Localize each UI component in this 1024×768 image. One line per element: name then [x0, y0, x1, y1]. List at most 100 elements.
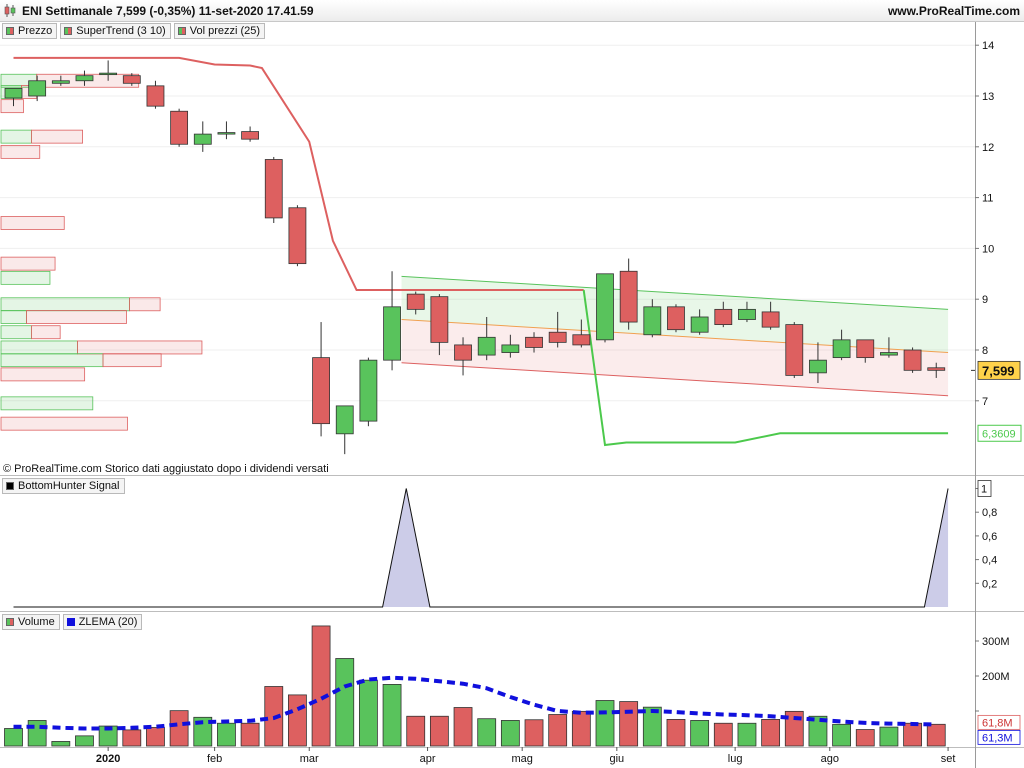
supertrend-bear-line: [13, 56, 584, 292]
volume-swatch-icon: [6, 618, 14, 626]
candle-down: [667, 306, 685, 331]
volume-bar-down: [311, 625, 331, 747]
candle-up: [880, 352, 898, 356]
vbp-bar-down: [0, 256, 56, 271]
candle-swatch-icon: [6, 27, 14, 35]
legend-vol-prezzi[interactable]: Vol prezzi (25): [173, 23, 266, 39]
supertrend-bull-line: [582, 289, 949, 447]
vbp-bar-down: [0, 99, 24, 114]
candle-up: [809, 359, 827, 374]
site-url[interactable]: www.ProRealTime.com: [887, 4, 1020, 18]
volume-value-badge: [977, 714, 1021, 730]
last-price-label: 7,599: [982, 363, 1015, 378]
volume-bar-down: [666, 719, 686, 747]
candle-down: [146, 85, 165, 107]
supertrend-badge: [977, 424, 1022, 442]
vbp-bar-down: [102, 353, 162, 368]
legend-supertrend[interactable]: SuperTrend (3 10): [60, 23, 171, 39]
volume-bar-down: [406, 715, 426, 747]
volume-value-label: 61,8M: [982, 717, 1013, 729]
zlema-value-badge: [977, 729, 1021, 745]
time-tick-label: ago: [821, 753, 839, 765]
chart-title: ENI Settimanale 7,599 (-0,35%) 11-set-20…: [22, 4, 314, 18]
volume-bar-up: [27, 720, 47, 747]
candle-up: [596, 273, 614, 341]
title-bar: ENI Settimanale 7,599 (-0,35%) 11-set-20…: [0, 0, 1024, 22]
vbp-bar-down: [0, 144, 41, 159]
candle-down: [761, 311, 780, 328]
price-tick-label: 8: [982, 345, 988, 357]
signal-value-badge: [977, 480, 992, 497]
candle-up: [738, 308, 756, 320]
volume-bar-up: [642, 706, 662, 747]
legend-prezzo-label: Prezzo: [18, 25, 53, 37]
candle-down: [430, 296, 449, 343]
volume-bar-up: [98, 725, 118, 747]
time-tick-label: lug: [728, 753, 743, 765]
volume-bar-down: [169, 710, 189, 747]
vbp-bar-up: [0, 129, 33, 144]
legend-zlema[interactable]: ZLEMA (20): [62, 614, 143, 630]
time-tick-label: 2020: [96, 753, 120, 765]
volume-bar-up: [358, 679, 378, 747]
volume-bar-down: [288, 694, 307, 747]
signal-legend: BottomHunter Signal: [2, 478, 125, 494]
candle-down: [856, 339, 875, 359]
time-tick-label: giu: [609, 753, 624, 765]
last-price-badge: [977, 360, 1021, 380]
channel-lower-line: [401, 362, 949, 397]
volume-bar-up: [737, 722, 757, 747]
vbp-bar-down: [31, 325, 61, 340]
signal-tick-label: 0,2: [982, 578, 997, 590]
volume-bar-up: [832, 723, 851, 747]
time-tick-label: mag: [511, 753, 532, 765]
supertrend-value-label: 6,3609: [982, 428, 1016, 440]
volume-tick-label: 200M: [982, 671, 1010, 683]
volume-bar-up: [477, 718, 497, 747]
candle-down: [454, 344, 472, 361]
candle-down: [927, 367, 946, 371]
candle-up: [501, 344, 520, 353]
candle-up: [28, 80, 47, 97]
candle-down: [785, 324, 804, 376]
volume-bar-up: [595, 700, 615, 747]
volume-bar-up: [75, 735, 94, 747]
candle-down: [288, 207, 307, 265]
volume-bar-down: [926, 723, 946, 747]
candle-up: [99, 72, 118, 76]
signal-spike-fill: [382, 488, 430, 607]
volume-bar-up: [335, 658, 355, 747]
candle-up: [832, 339, 851, 359]
zlema-swatch-icon: [66, 618, 75, 626]
legend-supertrend-label: SuperTrend (3 10): [76, 25, 166, 37]
time-tick-label: mar: [300, 753, 319, 765]
supertrend-swatch-icon: [64, 27, 73, 35]
volume-bar-down: [761, 719, 781, 747]
time-tick-label: feb: [207, 753, 222, 765]
time-tick-label: apr: [420, 753, 436, 765]
price-legend: Prezzo SuperTrend (3 10) Vol prezzi (25): [2, 23, 266, 39]
candle-down: [572, 334, 591, 346]
legend-bottomhunter[interactable]: BottomHunter Signal: [2, 478, 125, 494]
candle-down: [406, 293, 425, 310]
legend-prezzo[interactable]: Prezzo: [2, 23, 58, 39]
legend-vol-prezzi-label: Vol prezzi (25): [189, 25, 261, 37]
volume-bar-up: [879, 726, 899, 747]
price-tick-label: 14: [982, 40, 994, 52]
legend-bottomhunter-label: BottomHunter Signal: [18, 480, 120, 492]
candlestick-logo-icon: [4, 4, 16, 17]
volume-bar-up: [217, 722, 236, 747]
volume-bar-down: [903, 722, 922, 747]
volume-bar-up: [500, 720, 520, 747]
volume-bar-up: [51, 741, 71, 747]
vbp-bar-up: [0, 297, 130, 312]
volume-tick-label: 300M: [982, 636, 1010, 648]
volume-bar-down: [122, 729, 142, 747]
candle-down: [170, 110, 189, 145]
legend-volume[interactable]: Volume: [2, 614, 60, 630]
vbp-bar-down: [77, 340, 203, 355]
price-tick-label: 10: [982, 243, 994, 255]
volume-bar-down: [146, 727, 165, 747]
vbp-bar-down: [129, 297, 161, 312]
